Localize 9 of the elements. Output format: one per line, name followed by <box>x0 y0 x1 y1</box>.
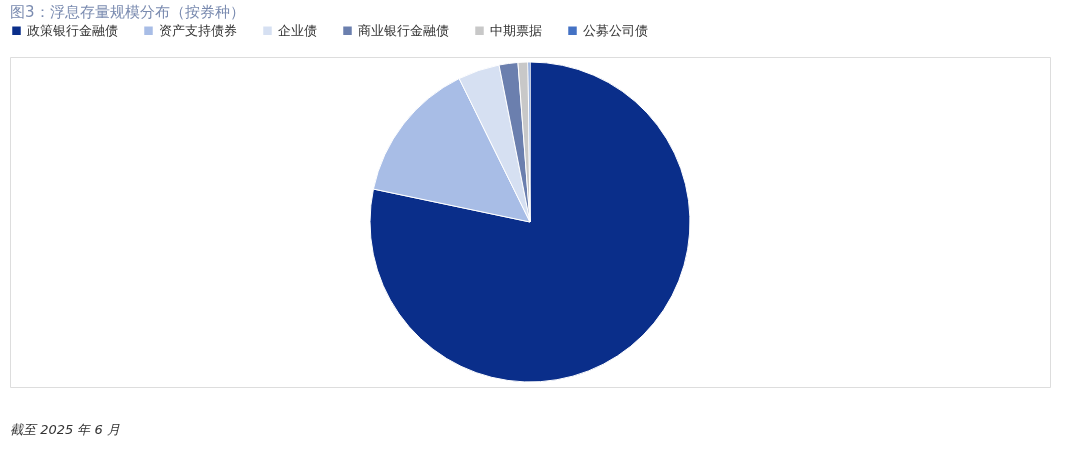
legend-label: 资产支持债券 <box>159 22 237 38</box>
legend-label: 公募公司债 <box>583 22 648 38</box>
chart-title: 图3：浮息存量规模分布（按券种） <box>10 3 245 21</box>
legend-label: 企业债 <box>278 22 317 38</box>
text: 截至 2025 年 6 月 <box>10 422 120 437</box>
legend-label: 中期票据 <box>490 22 542 38</box>
legend-label: 政策银行金融债 <box>27 22 118 38</box>
pie-slice <box>369 61 691 383</box>
legend-label: 商业银行金融债 <box>358 22 449 38</box>
